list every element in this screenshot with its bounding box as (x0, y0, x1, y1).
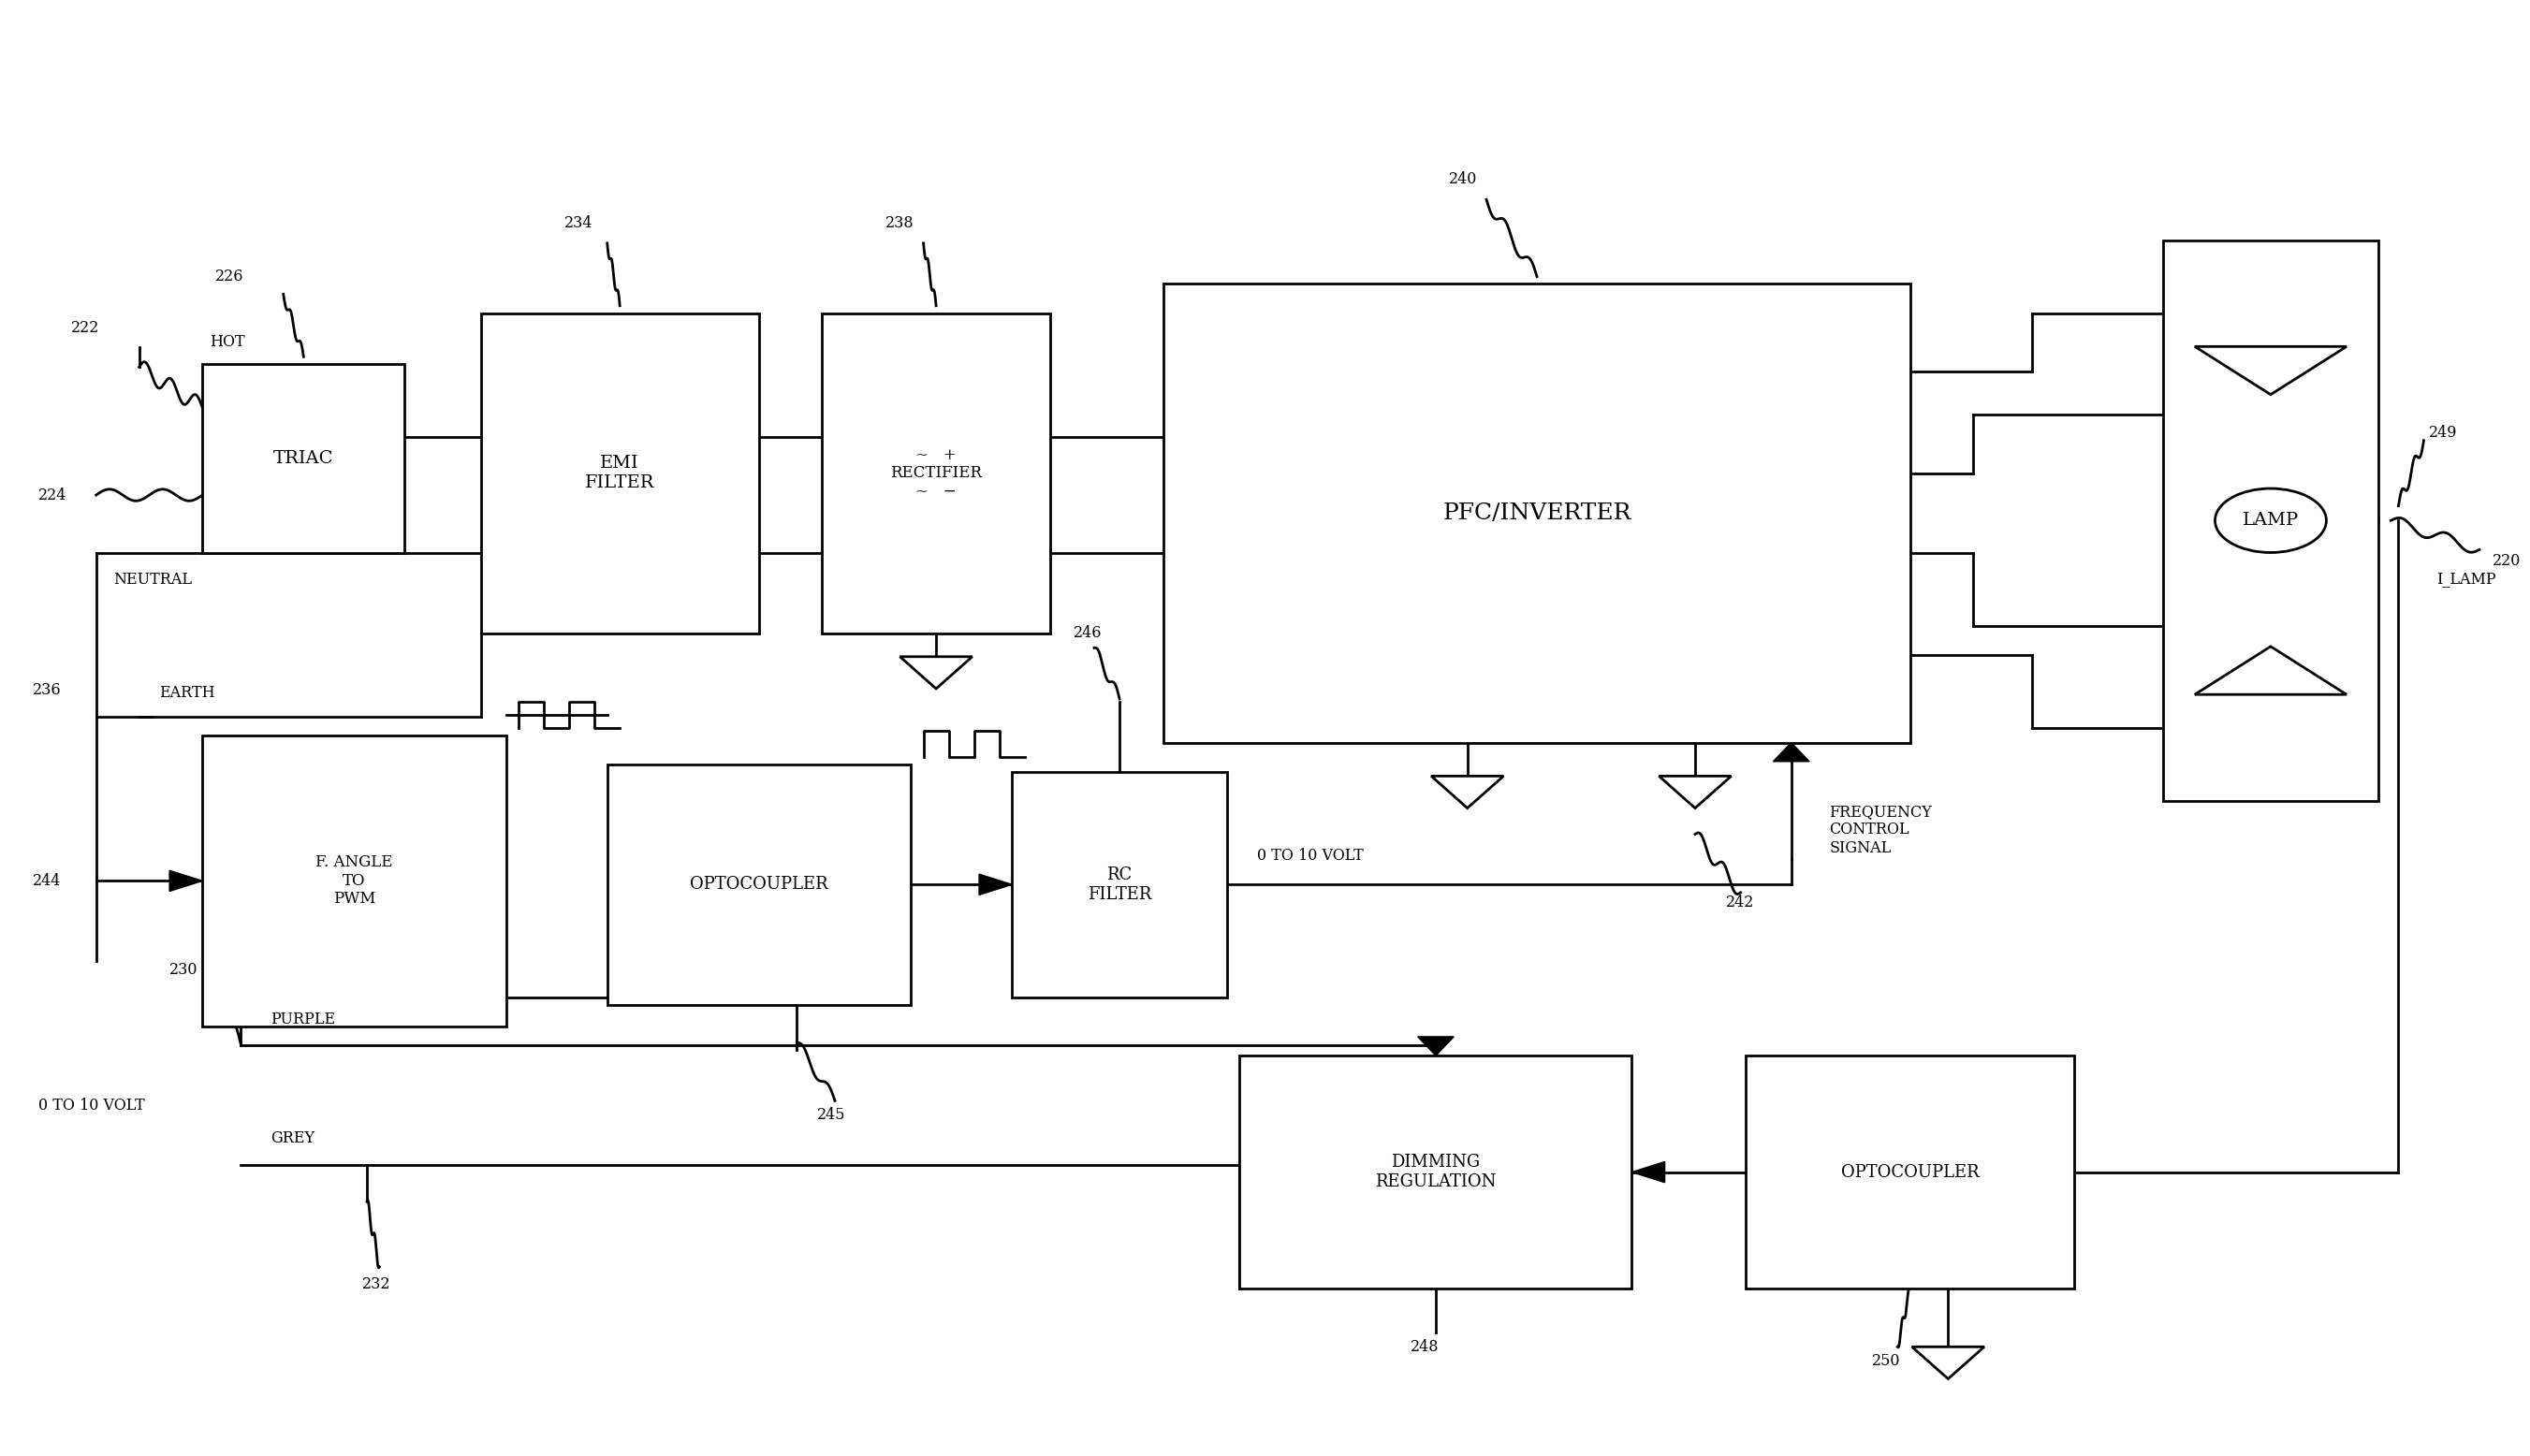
Text: 232: 232 (362, 1277, 390, 1291)
Bar (1012, 772, 1227, 997)
Text: 0 TO 10 VOLT: 0 TO 10 VOLT (38, 1098, 144, 1112)
Text: 224: 224 (38, 488, 66, 502)
Polygon shape (1432, 776, 1503, 808)
Text: 242: 242 (1725, 895, 1753, 910)
Text: OPTOCOUPLER: OPTOCOUPLER (1842, 1163, 1978, 1181)
Text: EMI
FILTER: EMI FILTER (584, 456, 655, 491)
Bar (481, 313, 759, 633)
Text: I_LAMP: I_LAMP (2436, 571, 2497, 587)
Polygon shape (1913, 1347, 1984, 1379)
Text: 240: 240 (1447, 172, 1478, 186)
Bar (2163, 240, 2378, 801)
Text: 222: 222 (71, 320, 99, 335)
Polygon shape (1660, 776, 1731, 808)
Text: 0 TO 10 VOLT: 0 TO 10 VOLT (1257, 847, 1364, 863)
Text: ~   +
RECTIFIER
~   −: ~ + RECTIFIER ~ − (891, 447, 982, 499)
Text: 236: 236 (33, 683, 61, 697)
Polygon shape (2194, 646, 2345, 695)
Text: 220: 220 (2492, 553, 2520, 569)
Text: 249: 249 (2429, 425, 2457, 441)
Text: F. ANGLE
TO
PWM: F. ANGLE TO PWM (316, 855, 392, 907)
Polygon shape (170, 871, 202, 891)
Text: GREY: GREY (271, 1131, 314, 1146)
Text: 246: 246 (1073, 626, 1103, 641)
Polygon shape (901, 657, 972, 689)
Text: DIMMING
REGULATION: DIMMING REGULATION (1376, 1155, 1495, 1190)
Text: 230: 230 (170, 962, 197, 977)
Text: FREQUENCY
CONTROL
SIGNAL: FREQUENCY CONTROL SIGNAL (1829, 804, 1933, 856)
Text: 226: 226 (215, 269, 243, 284)
Text: EARTH: EARTH (159, 686, 215, 700)
Text: 244: 244 (33, 874, 61, 888)
Polygon shape (1774, 743, 1809, 761)
Bar (607, 764, 911, 1005)
Bar (822, 313, 1050, 633)
Text: LAMP: LAMP (2242, 513, 2300, 529)
Bar (202, 735, 506, 1026)
Text: NEUTRAL: NEUTRAL (114, 572, 192, 587)
Text: 234: 234 (564, 215, 592, 230)
Bar (1240, 1056, 1632, 1289)
Bar (202, 364, 405, 553)
Polygon shape (2194, 347, 2345, 395)
Text: 250: 250 (1872, 1354, 1900, 1369)
Text: PFC/INVERTER: PFC/INVERTER (1442, 502, 1632, 524)
Polygon shape (1417, 1037, 1455, 1056)
Bar (1164, 284, 1910, 743)
Text: PURPLE: PURPLE (271, 1012, 336, 1026)
Text: TRIAC: TRIAC (273, 450, 334, 467)
Text: 248: 248 (1409, 1340, 1440, 1354)
Text: RC
FILTER: RC FILTER (1088, 866, 1151, 903)
Polygon shape (1632, 1162, 1665, 1182)
Text: OPTOCOUPLER: OPTOCOUPLER (691, 877, 827, 893)
Polygon shape (979, 874, 1012, 895)
Bar (1746, 1056, 2075, 1289)
Text: 245: 245 (817, 1108, 845, 1123)
Text: 238: 238 (886, 215, 913, 230)
Text: HOT: HOT (210, 335, 245, 349)
